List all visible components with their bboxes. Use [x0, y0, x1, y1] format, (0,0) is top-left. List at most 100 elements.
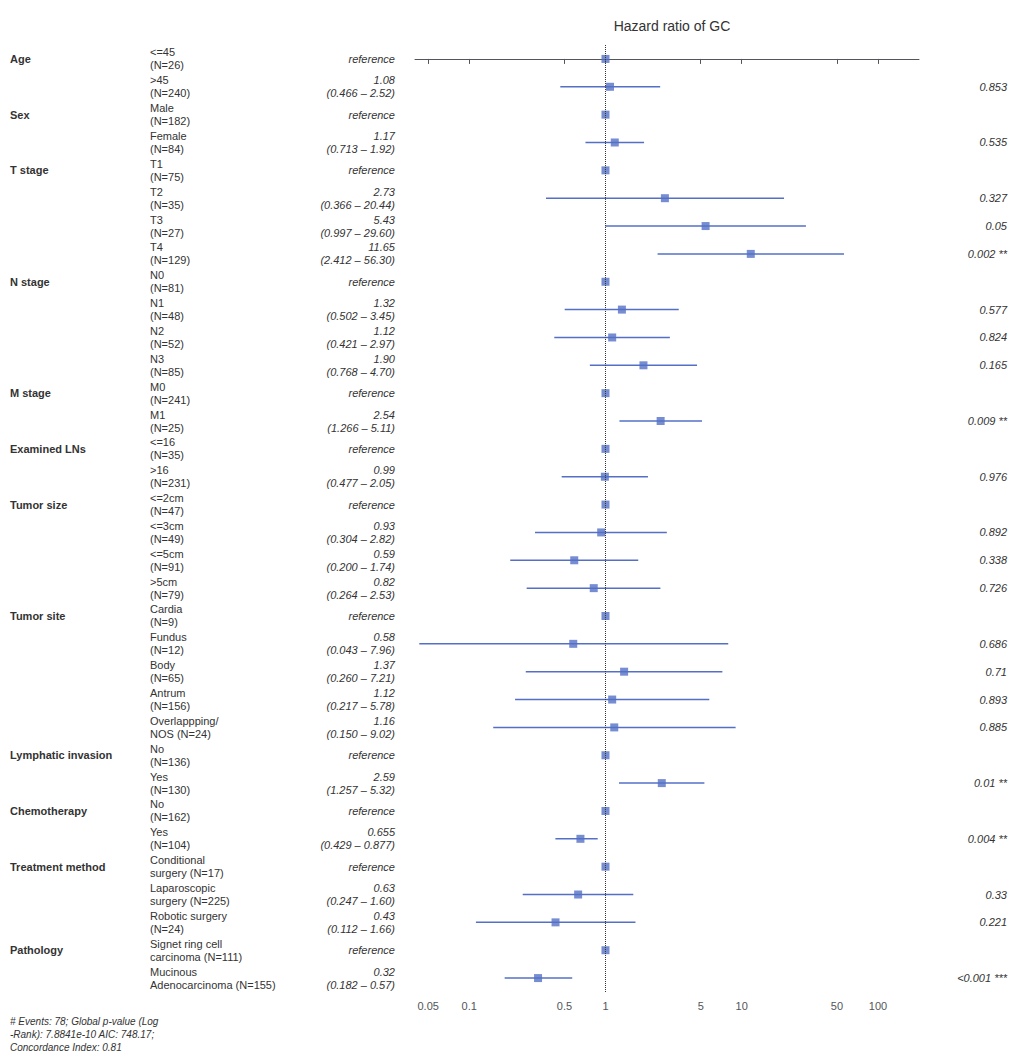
svg-text:<0.001 ***: <0.001 *** [957, 972, 1008, 984]
svg-text:surgery (N=225): surgery (N=225) [150, 895, 230, 907]
svg-text:T4: T4 [150, 241, 163, 253]
svg-text:(0.043 – 7.96): (0.043 – 7.96) [327, 644, 396, 656]
svg-text:(0.466 – 2.52): (0.466 – 2.52) [327, 87, 396, 99]
svg-text:(N=241): (N=241) [150, 394, 190, 406]
svg-text:Sex: Sex [10, 109, 30, 121]
svg-text:<=3cm: <=3cm [150, 520, 184, 532]
svg-text:(N=75): (N=75) [150, 171, 184, 183]
svg-text:(N=65): (N=65) [150, 672, 184, 684]
svg-text:0.577: 0.577 [979, 304, 1007, 316]
svg-text:0.32: 0.32 [374, 966, 395, 978]
svg-text:<=5cm: <=5cm [150, 548, 184, 560]
svg-text:(0.304 – 2.82): (0.304 – 2.82) [327, 533, 396, 545]
svg-text:0.93: 0.93 [374, 520, 396, 532]
svg-text:0.71: 0.71 [986, 666, 1007, 678]
svg-text:0.893: 0.893 [979, 694, 1007, 706]
svg-text:5: 5 [698, 1000, 704, 1012]
svg-text:NOS (N=24): NOS (N=24) [150, 728, 211, 740]
svg-text:2.59: 2.59 [373, 771, 395, 783]
svg-text:0.59: 0.59 [374, 548, 395, 560]
svg-text:(0.421 – 2.97): (0.421 – 2.97) [327, 338, 396, 350]
svg-text:(0.150 – 9.02): (0.150 – 9.02) [327, 728, 396, 740]
svg-text:Yes: Yes [150, 826, 168, 838]
svg-text:reference: reference [349, 749, 395, 761]
svg-text:(N=35): (N=35) [150, 199, 184, 211]
svg-text:(N=136): (N=136) [150, 756, 190, 768]
svg-text:(N=156): (N=156) [150, 700, 190, 712]
svg-text:Signet ring cell: Signet ring cell [150, 938, 222, 950]
svg-text:reference: reference [349, 610, 395, 622]
svg-text:(0.260 – 7.21): (0.260 – 7.21) [327, 672, 396, 684]
svg-text:0.43: 0.43 [374, 910, 396, 922]
svg-text:T2: T2 [150, 186, 163, 198]
svg-text:(1.266 – 5.11): (1.266 – 5.11) [327, 422, 395, 434]
svg-text:0.824: 0.824 [979, 331, 1007, 343]
svg-text:1.37: 1.37 [374, 659, 396, 671]
svg-text:1.16: 1.16 [374, 715, 396, 727]
svg-text:reference: reference [349, 443, 395, 455]
svg-text:Concordance Index: 0.81: Concordance Index: 0.81 [10, 1042, 122, 1053]
svg-text:0.655: 0.655 [367, 826, 395, 838]
svg-text:(N=52): (N=52) [150, 338, 184, 350]
svg-text:surgery (N=17): surgery (N=17) [150, 867, 224, 879]
svg-text:(0.502 – 3.45): (0.502 – 3.45) [327, 310, 396, 322]
svg-text:(N=85): (N=85) [150, 366, 184, 378]
svg-text:Mucinous: Mucinous [150, 966, 198, 978]
svg-text:(N=81): (N=81) [150, 282, 184, 294]
svg-text:reference: reference [349, 805, 395, 817]
svg-text:Lymphatic invasion: Lymphatic invasion [10, 749, 113, 761]
svg-text:Conditional: Conditional [150, 854, 205, 866]
svg-text:0.004 **: 0.004 ** [968, 833, 1008, 845]
svg-text:0.1: 0.1 [462, 1000, 477, 1012]
svg-text:>5cm: >5cm [150, 576, 177, 588]
svg-text:(0.997 – 29.60): (0.997 – 29.60) [320, 227, 395, 239]
svg-text:(N=240): (N=240) [150, 87, 190, 99]
svg-text:>45: >45 [150, 74, 169, 86]
svg-text:(N=49): (N=49) [150, 533, 184, 545]
svg-text:(N=47): (N=47) [150, 505, 184, 517]
svg-text:0.99: 0.99 [374, 464, 395, 476]
svg-text:No: No [150, 743, 164, 755]
svg-text:Fundus: Fundus [150, 631, 187, 643]
svg-text:0.82: 0.82 [374, 576, 395, 588]
svg-text:1.90: 1.90 [374, 353, 396, 365]
svg-text:reference: reference [349, 164, 395, 176]
svg-text:0.885: 0.885 [979, 721, 1007, 733]
svg-text:(0.264 – 2.53): (0.264 – 2.53) [327, 589, 396, 601]
svg-text:0.165: 0.165 [979, 359, 1007, 371]
svg-text:0.892: 0.892 [979, 526, 1007, 538]
svg-text:1.12: 1.12 [374, 325, 395, 337]
svg-text:(N=48): (N=48) [150, 310, 184, 322]
svg-text:(N=12): (N=12) [150, 644, 184, 656]
svg-text:>16: >16 [150, 464, 169, 476]
svg-text:(N=25): (N=25) [150, 422, 184, 434]
svg-text:(N=9): (N=9) [150, 616, 178, 628]
svg-text:reference: reference [349, 276, 395, 288]
svg-text:0.221: 0.221 [979, 916, 1007, 928]
svg-text:(N=130): (N=130) [150, 784, 190, 796]
svg-text:-Rank): 7.8841e-10 AIC: 748.17: -Rank): 7.8841e-10 AIC: 748.17; [10, 1029, 154, 1040]
svg-text:Hazard ratio of GC: Hazard ratio of GC [614, 18, 731, 34]
svg-text:(N=26): (N=26) [150, 59, 184, 71]
svg-text:M1: M1 [150, 409, 165, 421]
svg-text:Body: Body [150, 659, 176, 671]
svg-text:10: 10 [736, 1000, 748, 1012]
svg-text:0.63: 0.63 [374, 882, 396, 894]
svg-text:(N=79): (N=79) [150, 589, 184, 601]
svg-text:(0.768 – 4.70): (0.768 – 4.70) [327, 366, 396, 378]
svg-text:(0.217 – 5.78): (0.217 – 5.78) [327, 700, 396, 712]
svg-text:0.33: 0.33 [986, 889, 1008, 901]
svg-text:N2: N2 [150, 325, 164, 337]
svg-text:reference: reference [349, 499, 395, 511]
svg-text:<=45: <=45 [150, 46, 175, 58]
svg-text:0.58: 0.58 [374, 631, 396, 643]
svg-text:reference: reference [349, 387, 395, 399]
svg-text:Male: Male [150, 102, 174, 114]
svg-text:(N=129): (N=129) [150, 254, 190, 266]
svg-text:1.12: 1.12 [374, 687, 395, 699]
svg-text:0.726: 0.726 [979, 582, 1007, 594]
svg-text:(1.257 – 5.32): (1.257 – 5.32) [327, 784, 396, 796]
svg-text:Age: Age [10, 53, 31, 65]
svg-text:11.65: 11.65 [368, 241, 396, 253]
svg-text:Chemotherapy: Chemotherapy [10, 805, 88, 817]
